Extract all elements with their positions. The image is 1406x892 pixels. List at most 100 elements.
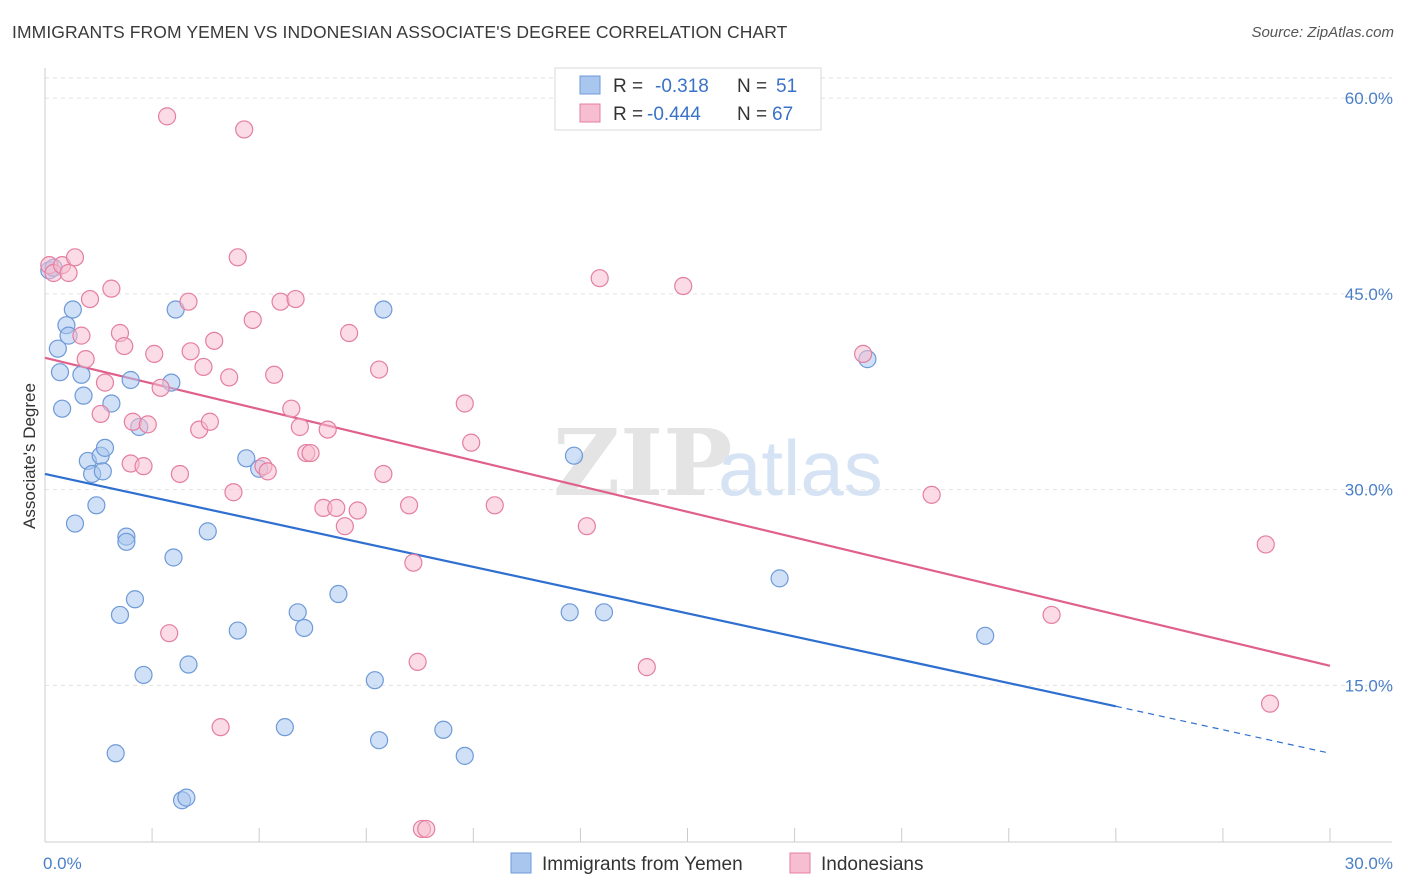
point-indonesians bbox=[65, 248, 85, 267]
data-points bbox=[40, 107, 1280, 839]
point-indonesians bbox=[91, 404, 110, 424]
x-tick-label: 30.0% bbox=[1345, 854, 1393, 873]
point-indonesians bbox=[1256, 535, 1275, 554]
point-yemen bbox=[198, 522, 217, 541]
trend-lines bbox=[44, 356, 1331, 754]
trend-line-yemen bbox=[44, 472, 1117, 708]
point-yemen bbox=[370, 731, 389, 750]
y-tick-label: 60.0% bbox=[1345, 89, 1393, 108]
point-yemen bbox=[121, 370, 140, 390]
point-yemen bbox=[106, 744, 125, 763]
legend-r-label-1: R = bbox=[613, 76, 643, 97]
point-indonesians bbox=[157, 107, 177, 126]
point-indonesians bbox=[674, 276, 693, 296]
point-yemen bbox=[65, 514, 85, 533]
legend-n-value-1: 51 bbox=[776, 76, 797, 97]
point-indonesians bbox=[123, 412, 142, 431]
point-yemen bbox=[594, 603, 614, 622]
point-indonesians bbox=[577, 517, 596, 536]
point-yemen bbox=[50, 363, 70, 382]
series-legend: Immigrants from Yemen Indonesians bbox=[510, 852, 923, 875]
point-indonesians bbox=[170, 464, 190, 484]
legend-swatch-indonesians bbox=[579, 103, 601, 123]
bottom-legend-label-indonesians: Indonesians bbox=[821, 854, 923, 875]
point-indonesians bbox=[335, 517, 354, 536]
x-tick-labels: 0.0% 30.0% bbox=[43, 854, 1393, 873]
point-yemen bbox=[295, 618, 314, 638]
chart-title: IMMIGRANTS FROM YEMEN VS INDONESIAN ASSO… bbox=[12, 22, 788, 42]
point-yemen bbox=[177, 788, 196, 807]
source-label: Source: ZipAtlas.com bbox=[1251, 24, 1394, 41]
point-indonesians bbox=[138, 415, 157, 434]
point-indonesians bbox=[224, 483, 243, 502]
point-yemen bbox=[275, 718, 294, 737]
trend-line-yemen-extension bbox=[1115, 705, 1331, 754]
point-indonesians bbox=[145, 344, 164, 363]
legend-r-value-2: -0.444 bbox=[647, 104, 701, 125]
point-indonesians bbox=[200, 412, 220, 431]
bottom-legend-swatch-indonesians bbox=[789, 852, 811, 874]
legend-n-label-2: N = bbox=[737, 104, 767, 125]
point-indonesians bbox=[243, 310, 262, 330]
point-indonesians bbox=[455, 394, 474, 413]
y-tick-label: 45.0% bbox=[1345, 285, 1393, 304]
point-indonesians bbox=[301, 443, 320, 463]
y-tick-label: 15.0% bbox=[1345, 676, 1393, 695]
point-yemen bbox=[125, 590, 145, 609]
point-indonesians bbox=[76, 350, 95, 369]
point-indonesians bbox=[80, 289, 100, 309]
point-indonesians bbox=[205, 331, 224, 350]
point-indonesians bbox=[211, 718, 230, 737]
point-indonesians bbox=[922, 485, 941, 504]
point-yemen bbox=[110, 605, 130, 625]
y-axis-label: Associate's Degree bbox=[20, 383, 39, 529]
y-tick-labels: 15.0% 30.0% 45.0% 60.0% bbox=[1345, 89, 1393, 695]
point-yemen bbox=[288, 603, 307, 622]
point-yemen bbox=[63, 300, 82, 319]
point-yemen bbox=[329, 584, 348, 604]
point-indonesians bbox=[348, 501, 367, 520]
point-indonesians bbox=[235, 120, 254, 139]
point-indonesians bbox=[290, 417, 309, 437]
point-indonesians bbox=[399, 496, 419, 515]
point-yemen bbox=[134, 665, 153, 685]
legend-r-label-2: R = bbox=[613, 104, 643, 125]
point-indonesians bbox=[408, 652, 427, 671]
point-yemen bbox=[228, 621, 247, 640]
point-indonesians bbox=[637, 658, 656, 677]
point-indonesians bbox=[462, 433, 481, 452]
point-indonesians bbox=[318, 420, 337, 439]
point-yemen bbox=[164, 548, 183, 567]
point-indonesians bbox=[340, 323, 359, 343]
point-indonesians bbox=[854, 344, 873, 363]
point-yemen bbox=[455, 746, 474, 765]
legend-swatch-yemen bbox=[579, 75, 601, 95]
point-indonesians bbox=[1042, 605, 1061, 625]
point-yemen bbox=[53, 399, 72, 418]
watermark-zip: ZIP bbox=[553, 409, 732, 517]
bottom-legend-label-yemen: Immigrants from Yemen bbox=[542, 854, 743, 875]
point-indonesians bbox=[181, 342, 200, 361]
grid-lines bbox=[45, 77, 1392, 686]
legend-n-label-1: N = bbox=[737, 76, 767, 97]
point-indonesians bbox=[220, 368, 239, 387]
point-indonesians bbox=[417, 819, 436, 839]
y-tick-label: 30.0% bbox=[1345, 481, 1393, 500]
point-indonesians bbox=[59, 263, 78, 283]
point-indonesians bbox=[265, 365, 284, 384]
legend-r-value-1: -0.318 bbox=[655, 76, 709, 97]
point-indonesians bbox=[258, 462, 277, 481]
point-yemen bbox=[95, 438, 115, 457]
trend-line-indonesians bbox=[44, 356, 1331, 667]
point-indonesians bbox=[485, 496, 504, 515]
point-indonesians bbox=[179, 292, 198, 311]
watermark-atlas: atlas bbox=[718, 424, 883, 512]
point-indonesians bbox=[72, 326, 91, 345]
point-yemen bbox=[434, 720, 453, 739]
point-yemen bbox=[560, 603, 579, 622]
point-indonesians bbox=[151, 378, 170, 397]
point-indonesians bbox=[327, 498, 346, 517]
point-yemen bbox=[365, 671, 384, 690]
point-yemen bbox=[564, 446, 584, 465]
